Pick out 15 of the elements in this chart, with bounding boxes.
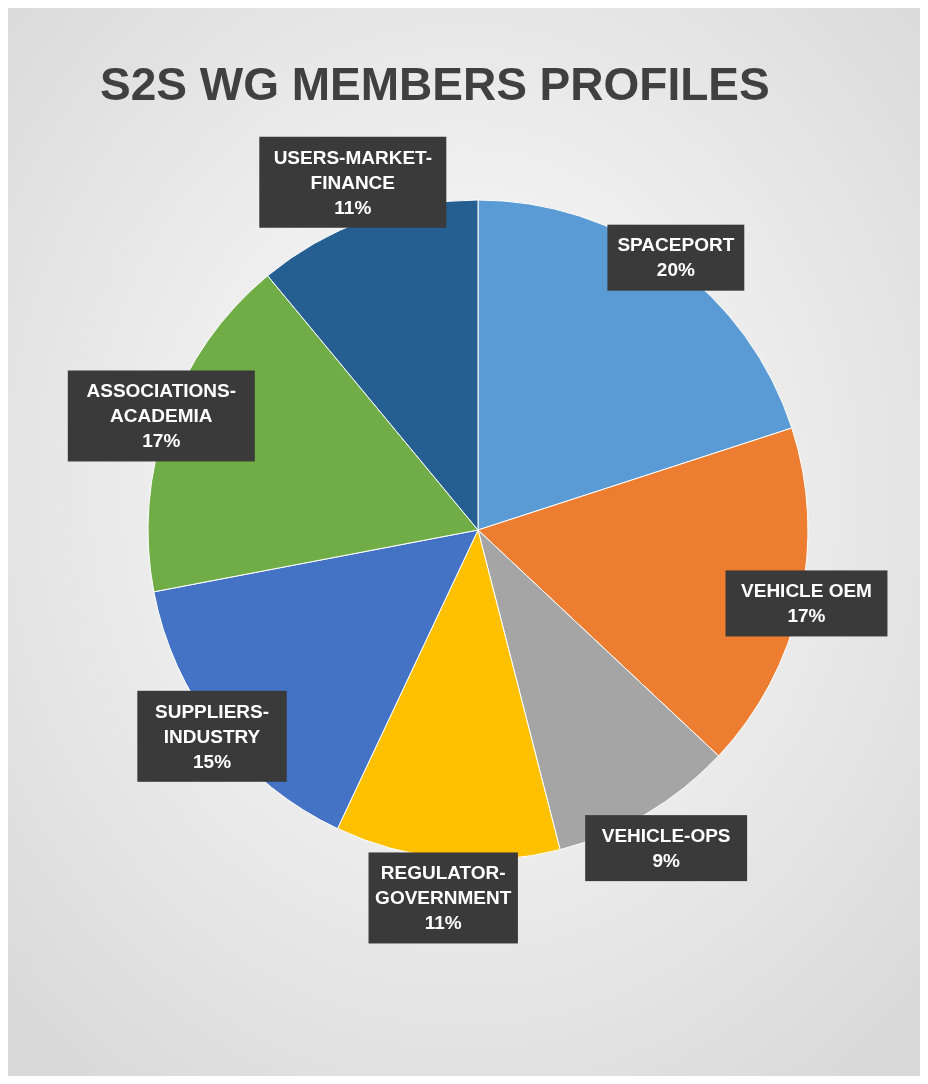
slice-label: SUPPLIERS-INDUSTRY <box>155 700 270 747</box>
slice-label: VEHICLE-OPS <box>601 824 731 846</box>
data-label: 15% <box>193 750 232 772</box>
data-label: 20% <box>656 259 695 281</box>
slice-label: USERS-MARKET-FINANCE <box>273 146 432 193</box>
data-label: 17% <box>787 605 826 627</box>
data-label: 11% <box>334 196 372 218</box>
slice-label: ASSOCIATIONS-ACADEMIA <box>86 380 237 427</box>
data-label: 17% <box>142 430 181 452</box>
chart-title: S2S WG MEMBERS PROFILES <box>100 58 770 110</box>
slice-label: REGULATOR-GOVERNMENT <box>375 862 512 909</box>
data-label: 9% <box>652 849 680 871</box>
slice-label: SPACEPORT <box>617 234 735 256</box>
data-label: 11% <box>424 912 462 934</box>
slice-label: VEHICLE OEM <box>741 580 872 602</box>
